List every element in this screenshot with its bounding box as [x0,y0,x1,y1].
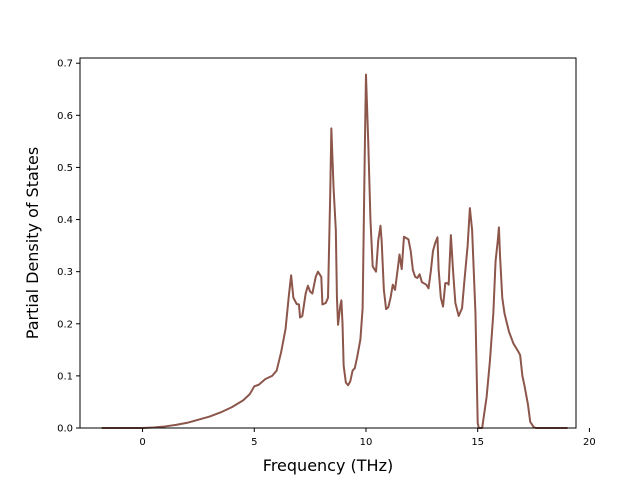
x-axis-label: Frequency (THz) [263,456,393,475]
y-axis-ticks: 0.0 0.1 0.2 0.3 0.4 0.5 0.6 0.7 [57,59,80,435]
y-tick-label: 0.5 [57,163,73,174]
x-tick-label: 15 [471,437,484,448]
y-tick-label: 0.7 [57,59,73,70]
x-axis-ticks: 0 5 10 15 20 [139,428,596,448]
y-tick-label: 0.3 [57,267,73,278]
y-tick-label: 0.6 [57,111,73,122]
x-tick-label: 5 [251,437,257,448]
y-tick-label: 0.2 [57,319,73,330]
x-tick-label: 20 [583,437,596,448]
y-tick-label: 0.0 [57,424,73,435]
axes-frame [79,57,577,429]
y-tick-label: 0.4 [57,215,73,226]
y-axis-label: Partial Density of States [23,147,42,339]
pdos-series-line [101,73,569,429]
x-tick-label: 0 [139,437,145,448]
y-tick-label: 0.1 [57,371,73,382]
plot-area [101,73,569,429]
x-tick-label: 10 [360,437,373,448]
